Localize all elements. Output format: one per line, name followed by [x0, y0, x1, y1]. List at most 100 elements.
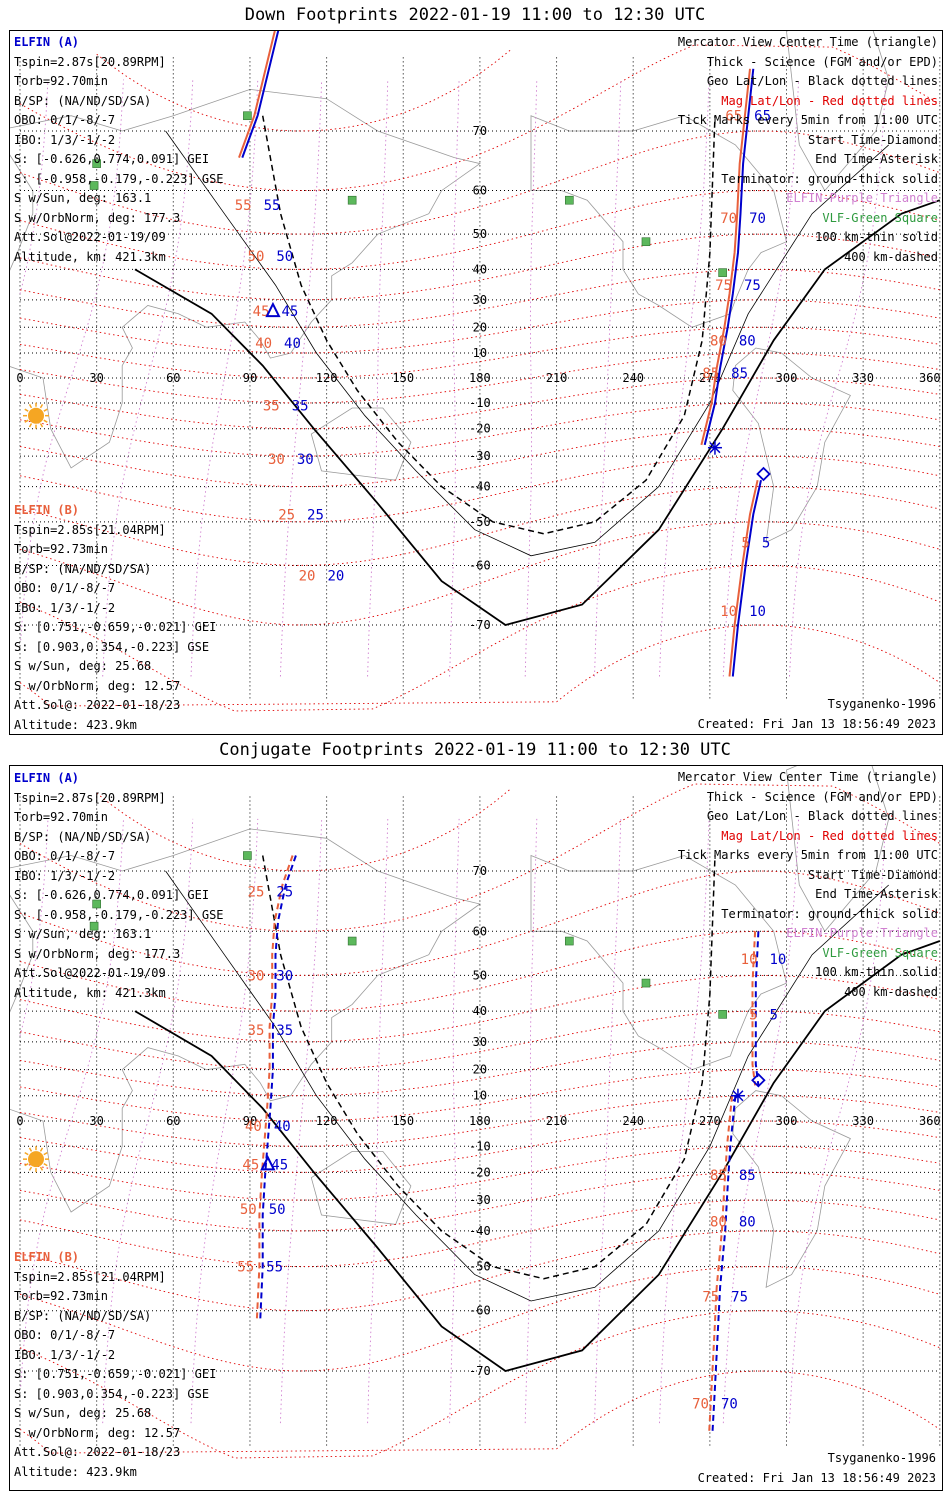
sun-disc: [28, 1151, 44, 1168]
terminator-100km: [165, 130, 889, 557]
mag-meridian: [594, 818, 622, 1424]
elfin-b-line: S: [0.751,-0.659,-0.021] GEI: [14, 1367, 217, 1381]
trace-tick-label-b: 10: [741, 952, 758, 968]
lat-tick-label: -60: [469, 1304, 491, 1318]
lat-tick-label: -20: [469, 1165, 491, 1179]
elfin-a-shadow-trace: [703, 68, 755, 446]
lat-tick-label: 40: [473, 262, 487, 276]
mag-meridian: [190, 818, 259, 1424]
lon-tick-label: 0: [16, 1114, 23, 1128]
lon-tick-label: 60: [166, 371, 180, 385]
legend-line: Geo Lat/Lon - Black dotted lines: [706, 74, 938, 88]
mag-parallel: [19, 930, 940, 1012]
mag-grid: [19, 783, 941, 1459]
mag-grid: [19, 44, 941, 712]
lon-tick-label: 180: [469, 371, 491, 385]
legend-line: End Time-Asterisk: [815, 152, 938, 166]
geo-grid: [19, 57, 941, 699]
lat-tick-label: 60: [473, 184, 487, 198]
trace-tick-label-b: 40: [245, 1119, 262, 1135]
legend-line: Thick - Science (FGM and/or EPD): [706, 789, 938, 804]
lat-tick-label: 50: [473, 968, 487, 982]
sun-ray: [24, 408, 29, 412]
mag-meridian: [367, 818, 389, 1424]
elfin-b-header: ELFIN (B): [14, 1250, 80, 1264]
elfin-b-line: OBO: 0/1/-8/-7: [14, 581, 116, 595]
vlf-station-marker: [718, 1010, 727, 1019]
legend-line: 400 km-dashed: [844, 984, 938, 999]
elfin-b-line: OBO: 0/1/-8/-7: [14, 1328, 116, 1342]
elfin-b-line: S: [0.751,-0.659,-0.021] GEI: [14, 620, 217, 634]
trace-tick-label-b: 75: [715, 278, 732, 294]
elfin-a-line: S w/Sun, deg: 163.1: [14, 191, 152, 205]
elfin-a-line: Altitude, km: 421.3km: [14, 985, 166, 1000]
trace-tick-label-a: 85: [739, 1168, 756, 1184]
legend-line: End Time-Asterisk: [815, 887, 938, 901]
trace-tick-label-b: 35: [263, 398, 280, 414]
lat-tick-label: 10: [473, 346, 487, 360]
mag-meridian: [722, 79, 800, 677]
trace-tick-label-b: 75: [702, 1289, 719, 1305]
legend-line: Tick Marks every 5min from 11:00 UTC: [677, 113, 938, 127]
trace-tick-label-a: 45: [282, 304, 299, 320]
sun-ray: [39, 404, 44, 409]
coastline: [10, 828, 481, 1213]
trace-tick-label-b: 30: [268, 452, 285, 468]
trace-tick-label-b: 35: [248, 1023, 265, 1039]
trace-tick-label-a: 30: [276, 968, 293, 984]
elfin-a-trace-secondary: [711, 1095, 737, 1434]
elfin-b-line: S w/Sun, deg: 25.68: [14, 659, 152, 673]
legend-line: Mercator View Center Time (triangle): [677, 770, 938, 784]
lat-tick-label: -50: [469, 515, 491, 529]
lon-tick-label: 270: [699, 1114, 721, 1128]
trace-tick-label-b: 50: [248, 249, 265, 265]
elfin-a-trace: [259, 855, 297, 1322]
vlf-station-marker: [92, 899, 101, 909]
trace-tick-label-b: 70: [720, 211, 737, 227]
lat-tick-label: -50: [469, 1260, 491, 1274]
elfin-a-line: IBO: 1/3/-1/-2: [14, 868, 116, 883]
sun-ray: [39, 1147, 44, 1152]
lon-tick-label: 60: [166, 1114, 180, 1128]
trace-tick-label-b: 30: [248, 968, 265, 984]
trace-tick-label-a: 50: [276, 249, 293, 265]
trace-tick-label-a: 40: [284, 336, 301, 352]
sun-icon: [23, 1146, 49, 1173]
lat-tick-label: 60: [473, 924, 487, 938]
mag-meridian: [102, 818, 194, 1424]
conjugate-footprints-panel: 0 30 60 90 120 150 180 210 240 270 300 330 360 70 60 50…: [9, 765, 943, 1491]
trace-tick-label-b: 10: [720, 604, 737, 620]
trace-tick-label-b: 25: [278, 507, 295, 523]
elfin-b-line: S: [0.903,0.354,-0.223] GSE: [14, 639, 210, 654]
lon-tick-label: 360: [919, 1114, 941, 1128]
sun-ray: [28, 423, 33, 428]
lon-tick-label: 330: [852, 1114, 874, 1128]
legend: Mercator View Center Time (triangle) Thi…: [678, 768, 938, 1002]
mag-parallel: [19, 268, 940, 328]
elfin-a-line: Torb=92.70min: [14, 810, 108, 824]
vlf-station-marker: [243, 111, 252, 121]
elfin-a-header: ELFIN (A): [14, 771, 80, 785]
elfin-a-line: B/SP: (NA/ND/SD/SA): [14, 93, 152, 108]
lat-tick-label: -10: [469, 1139, 491, 1153]
legend-line: Terminator: ground-thick solid: [721, 171, 938, 186]
legend-line: 100 km-thin solid: [815, 230, 938, 244]
mag-parallel: [19, 1370, 941, 1454]
trace-tick-label-b: 85: [702, 366, 719, 382]
elfin-a-line: S w/Sun, deg: 163.1: [14, 927, 152, 941]
trace-tick-label-a: 40: [274, 1119, 291, 1135]
legend-line: ELFIN-Purple Triangle: [786, 191, 938, 205]
vlf-station-marker: [89, 921, 99, 931]
elfin-a-line: Att.Sol@2022-01-19/09: [14, 230, 166, 244]
elfin-b-line: Tspin=2.85s[21.04RPM]: [14, 1269, 166, 1284]
elfin-a-trace: [241, 31, 280, 158]
sun-disc: [28, 407, 44, 424]
lon-tick-label: 330: [852, 371, 874, 385]
elfin-b-info: ELFIN (B) Tspin=2.85s[21.04RPM] Torb=92.…: [14, 501, 217, 734]
trace-tick-label-b: 70: [692, 1397, 709, 1413]
mag-meridians: [19, 818, 887, 1424]
vlf-station-marker: [641, 237, 651, 247]
vlf-station-marker: [243, 851, 252, 860]
created-label: Created: Fri Jan 13 18:56:49 2023: [697, 1471, 936, 1485]
mag-parallel: [19, 1230, 940, 1312]
